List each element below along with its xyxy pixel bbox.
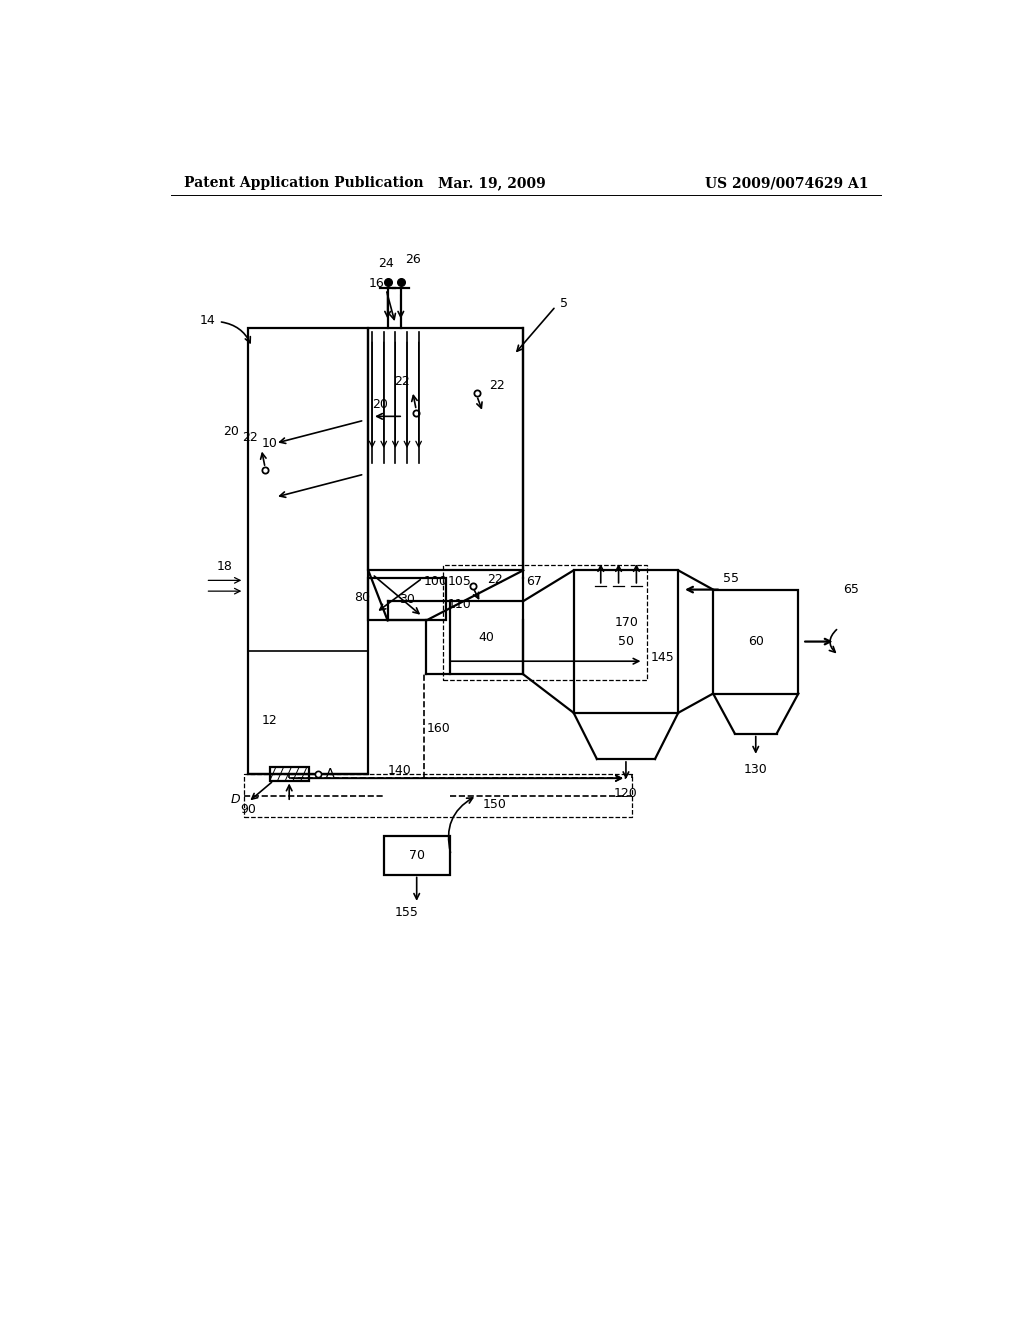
Bar [369,578,445,620]
Text: 22: 22 [242,432,258,445]
Text: 16: 16 [369,277,384,289]
Text: 22: 22 [489,379,505,392]
Text: 80: 80 [354,591,371,603]
Text: A: A [326,767,334,780]
Text: 105: 105 [447,576,471,589]
Text: 70: 70 [409,849,425,862]
Text: 22: 22 [486,573,503,586]
Text: 14: 14 [200,314,216,326]
Text: 140: 140 [388,764,412,777]
Text: 60: 60 [748,635,764,648]
Text: Mar. 19, 2009: Mar. 19, 2009 [438,176,546,190]
Text: 170: 170 [614,616,639,630]
Bar [248,327,369,775]
Text: 100: 100 [424,576,447,589]
Bar [573,570,678,713]
Text: 50: 50 [617,635,634,648]
Text: Patent Application Publication: Patent Application Publication [183,176,424,190]
Text: 130: 130 [743,763,768,776]
Text: 26: 26 [404,252,421,265]
Bar [245,775,632,817]
Text: 55: 55 [723,572,739,585]
Text: 110: 110 [447,598,471,611]
Text: 10: 10 [262,437,278,450]
Text: 18: 18 [217,560,233,573]
Text: US 2009/0074629 A1: US 2009/0074629 A1 [705,176,868,190]
Text: 22: 22 [394,375,411,388]
Text: 150: 150 [482,799,506,812]
Text: 24: 24 [378,256,394,269]
Bar [369,327,523,570]
Text: 160: 160 [426,722,451,735]
Text: 12: 12 [262,714,278,727]
Text: 67: 67 [526,576,543,589]
Bar [270,767,308,780]
Bar [384,836,450,875]
Bar [713,590,799,693]
Text: 155: 155 [395,907,419,920]
Text: 40: 40 [478,631,495,644]
Bar [450,601,523,675]
Text: 65: 65 [844,583,859,597]
Text: D: D [231,793,241,807]
Text: 20: 20 [223,425,240,438]
Text: 120: 120 [614,787,638,800]
Text: 5: 5 [560,297,568,310]
Text: 20: 20 [372,399,388,412]
Text: 30: 30 [399,593,415,606]
Bar [443,565,647,681]
Text: 145: 145 [650,651,674,664]
Text: 90: 90 [241,803,256,816]
